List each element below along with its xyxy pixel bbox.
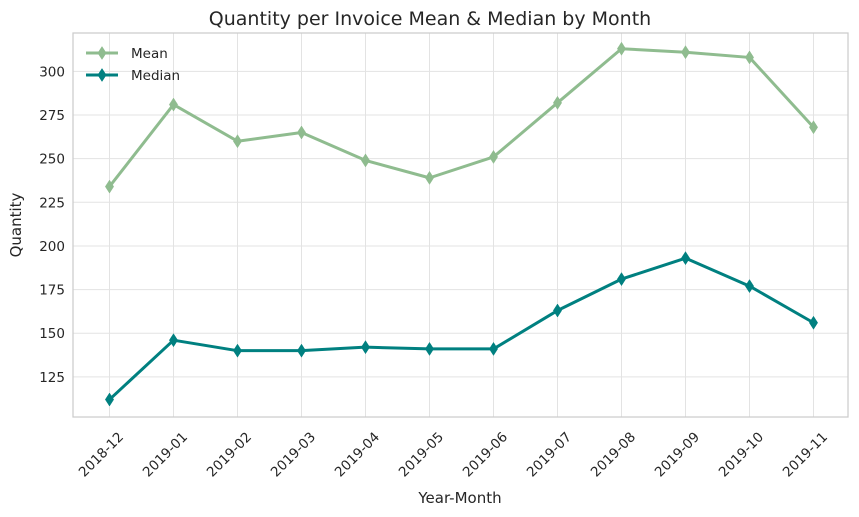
x-tick-label: 2018-12 (76, 429, 127, 480)
y-tick-label: 125 (39, 370, 65, 386)
data-point (809, 315, 818, 330)
series-line (108, 256, 815, 402)
data-point (745, 50, 754, 65)
data-point (425, 170, 434, 185)
grid (73, 33, 848, 417)
data-point (553, 303, 562, 318)
data-point (681, 251, 690, 266)
x-tick-label: 2019-03 (268, 429, 319, 480)
y-tick-label: 250 (39, 152, 65, 168)
data-point (105, 179, 114, 194)
data-point (233, 134, 242, 149)
data-point (361, 340, 370, 355)
y-tick-label: 275 (39, 108, 65, 124)
data-point (489, 149, 498, 164)
data-point (297, 343, 306, 358)
data-point (617, 41, 626, 56)
x-tick-label: 2019-08 (588, 429, 639, 480)
data-point (745, 279, 754, 294)
x-tick-label: 2019-05 (396, 429, 447, 480)
data-point (617, 272, 626, 287)
legend-label: Mean (131, 46, 168, 62)
series-mean (105, 41, 818, 194)
x-tick-label: 2019-07 (524, 429, 575, 480)
data-point (233, 343, 242, 358)
x-tick-label: 2019-02 (204, 429, 255, 480)
y-tick-label: 175 (39, 283, 65, 299)
legend-item-mean: Mean (86, 46, 168, 62)
x-tick-label: 2019-10 (716, 429, 767, 480)
data-point (361, 153, 370, 168)
series-median (105, 251, 818, 407)
x-tick-label: 2019-01 (140, 429, 191, 480)
legend-marker (97, 46, 107, 60)
y-tick-label: 150 (39, 326, 65, 342)
data-point (553, 95, 562, 110)
data-point (489, 341, 498, 356)
x-axis-ticks: 2018-12 2019-01 2019-02 2019-03 2019-04 2019-… (76, 429, 831, 480)
chart-title: Quantity per Invoice Mean & Median by Mo… (209, 8, 651, 30)
data-point (297, 125, 306, 140)
x-tick-label: 2019-04 (332, 429, 383, 480)
legend-label: Median (131, 68, 180, 84)
data-point (169, 333, 178, 348)
x-tick-label: 2019-09 (652, 429, 703, 480)
series-layer (105, 41, 818, 407)
y-tick-label: 300 (39, 64, 65, 80)
data-point (809, 120, 818, 135)
y-axis-ticks: 125 150 175 200 225 250 275 300 (39, 64, 65, 385)
legend-marker (97, 68, 107, 82)
y-tick-label: 200 (39, 239, 65, 255)
data-point (105, 392, 114, 407)
x-tick-label: 2019-06 (460, 429, 511, 480)
plot-frame (72, 32, 849, 418)
legend-item-median: Median (86, 68, 180, 84)
y-axis-label: Quantity (7, 192, 25, 257)
y-tick-label: 225 (39, 195, 65, 211)
x-axis-label: Year-Month (417, 489, 501, 507)
legend: Mean Median (86, 46, 180, 84)
series-line (108, 47, 815, 189)
data-point (169, 97, 178, 112)
data-point (681, 45, 690, 60)
data-point (425, 341, 434, 356)
x-tick-label: 2019-11 (780, 429, 831, 480)
